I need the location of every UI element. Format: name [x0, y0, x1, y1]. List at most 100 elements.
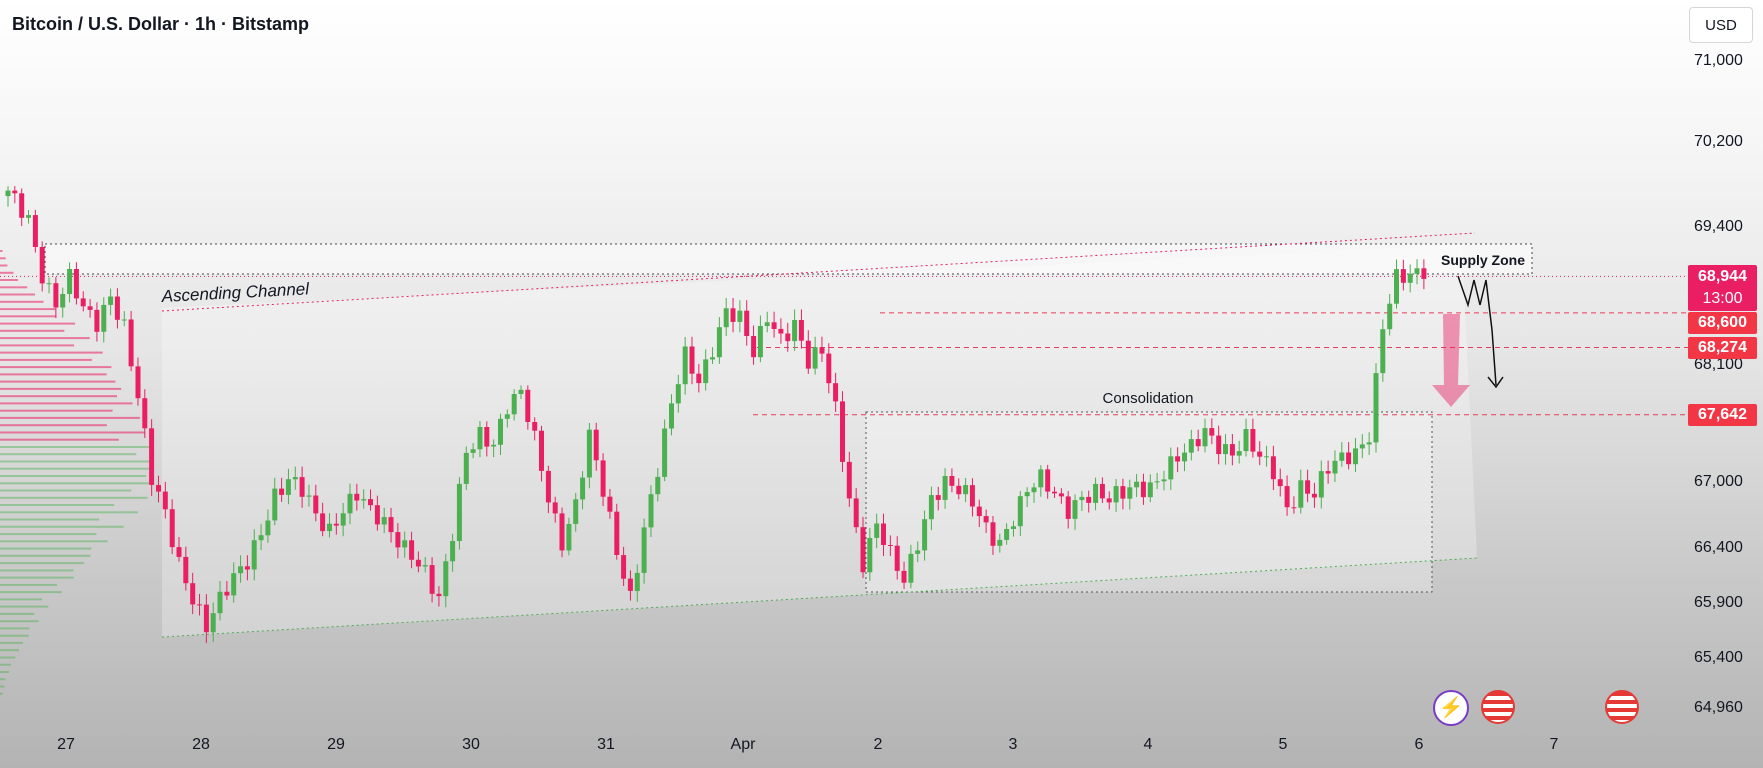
volume-profile-bar [0, 431, 145, 434]
candle-body [840, 401, 845, 462]
volume-profile-bar [0, 250, 3, 252]
candle-body [894, 545, 900, 571]
volume-profile-bar [0, 358, 92, 361]
candle-body [108, 296, 114, 305]
candle-body [381, 517, 387, 525]
candle-body [1202, 428, 1208, 447]
candle-body [1134, 481, 1140, 488]
candle-body [67, 269, 73, 294]
candle-body [1175, 456, 1181, 462]
candle-body [1339, 452, 1345, 461]
candle-body [1052, 491, 1057, 494]
candle-body [1387, 303, 1393, 330]
candle-body [1140, 481, 1146, 498]
candle-body [114, 296, 120, 320]
volume-profile-bar [0, 387, 122, 390]
candle-body [238, 566, 244, 574]
candle-body [1038, 469, 1044, 488]
candle-countdown: 13:00 [1702, 290, 1743, 307]
candle-body [983, 516, 989, 523]
time-tick-label: 28 [192, 736, 210, 753]
us-flag-event-icon-2[interactable] [1605, 690, 1639, 724]
sparkle-event-icon[interactable]: ⚡ [1433, 690, 1469, 726]
volume-profile-bar [0, 504, 115, 506]
candle-body [19, 193, 25, 218]
candle-body [798, 320, 804, 341]
candle-body [340, 513, 346, 526]
price-tick-label: 65,900 [1694, 594, 1743, 611]
volume-profile-bar [0, 554, 91, 557]
projection-path [1457, 275, 1497, 386]
volume-profile-bar [0, 351, 103, 354]
candle-body [744, 310, 750, 336]
candle-body [525, 389, 531, 422]
candle-body [545, 470, 551, 503]
candle-body [963, 485, 969, 495]
candle-body [634, 572, 640, 591]
candle-body [1407, 273, 1413, 283]
candle-body [1065, 496, 1071, 519]
volume-profile-bar [0, 663, 11, 666]
candle-body [176, 547, 182, 557]
candle-body [190, 583, 196, 605]
currency-button[interactable]: USD [1689, 7, 1753, 43]
candle-body [942, 476, 948, 500]
candle-body [183, 556, 189, 584]
candle-body [1400, 269, 1406, 283]
volume-profile-bar [0, 634, 29, 637]
supply-zone-box [44, 243, 1533, 275]
candle-body [532, 422, 538, 431]
time-tick-label: 30 [462, 736, 480, 753]
channel-upper-line [161, 232, 1476, 312]
candle-body [210, 613, 216, 633]
candle-body [450, 541, 456, 562]
us-flag-event-icon[interactable] [1481, 690, 1515, 724]
candle-body [443, 561, 449, 597]
volume-profile-bar [0, 612, 35, 615]
volume-profile-bar [0, 591, 62, 594]
volume-profile-bar [0, 453, 137, 456]
volume-profile-bar [0, 518, 100, 521]
candle-body [87, 306, 93, 310]
candle-body [306, 495, 312, 497]
volume-profile-bar [0, 271, 14, 274]
volume-profile-bar [0, 438, 119, 441]
volume-profile-bar [0, 366, 112, 369]
volume-profile-bar [0, 308, 56, 311]
candle-body [539, 430, 544, 471]
candle-body [757, 326, 763, 358]
candle-body [778, 328, 784, 334]
candle-body [333, 523, 339, 526]
candle-body [217, 591, 223, 614]
candle-body [197, 604, 202, 606]
volume-profile-bar [0, 671, 9, 673]
candle-body [121, 319, 127, 321]
candle-body [1188, 439, 1194, 453]
candle-body [730, 308, 736, 322]
bearish-arrow [1432, 314, 1470, 407]
candle-body [1106, 498, 1112, 503]
candle-body [39, 247, 45, 284]
candle-body [101, 304, 107, 332]
candle-body [1086, 496, 1092, 503]
candle-body [710, 357, 715, 360]
volume-profile-bar [0, 467, 150, 470]
price-tick-label: 71,000 [1694, 52, 1743, 69]
candle-body [928, 495, 934, 520]
volume-profile-bar [0, 547, 92, 550]
candle-body [1147, 482, 1153, 498]
candle-body [1168, 456, 1174, 480]
supply-zone-label: Supply Zone [1441, 252, 1525, 268]
volume-profile-bar [0, 279, 18, 281]
candle-body [792, 320, 798, 342]
candle-body [73, 269, 79, 299]
volume-profile-bar [0, 685, 5, 688]
candle-body [32, 215, 38, 247]
candle-body [1195, 439, 1201, 447]
candle-body [716, 327, 722, 358]
time-tick-label: 31 [597, 736, 615, 753]
time-tick-label: 3 [1008, 736, 1018, 753]
candle-body [819, 347, 825, 354]
